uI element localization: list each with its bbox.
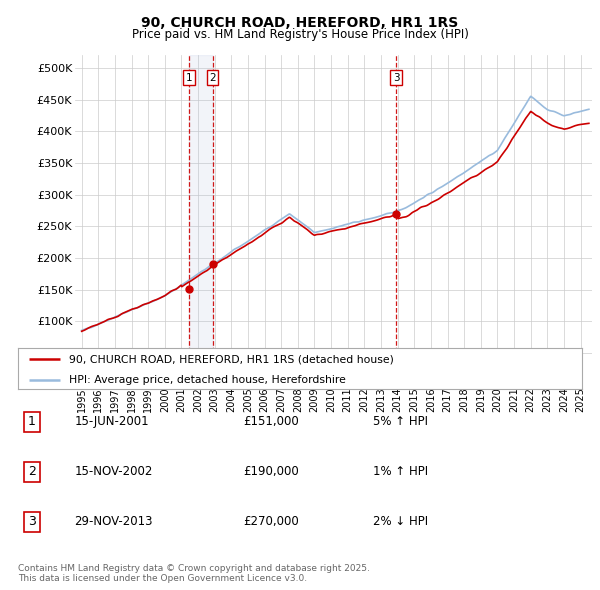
Text: £190,000: £190,000 xyxy=(244,466,299,478)
Text: 15-NOV-2002: 15-NOV-2002 xyxy=(74,466,153,478)
Text: 1: 1 xyxy=(28,415,36,428)
Text: 1: 1 xyxy=(185,73,192,83)
Text: 2: 2 xyxy=(28,466,36,478)
Text: £151,000: £151,000 xyxy=(244,415,299,428)
Text: £270,000: £270,000 xyxy=(244,516,299,529)
Text: 2: 2 xyxy=(209,73,216,83)
Text: 2% ↓ HPI: 2% ↓ HPI xyxy=(373,516,428,529)
Text: HPI: Average price, detached house, Herefordshire: HPI: Average price, detached house, Here… xyxy=(69,375,346,385)
Text: 90, CHURCH ROAD, HEREFORD, HR1 1RS: 90, CHURCH ROAD, HEREFORD, HR1 1RS xyxy=(142,16,458,30)
Text: 3: 3 xyxy=(393,73,400,83)
Text: 1% ↑ HPI: 1% ↑ HPI xyxy=(373,466,428,478)
Text: 29-NOV-2013: 29-NOV-2013 xyxy=(74,516,153,529)
Text: 15-JUN-2001: 15-JUN-2001 xyxy=(74,415,149,428)
Text: 3: 3 xyxy=(28,516,36,529)
Text: 90, CHURCH ROAD, HEREFORD, HR1 1RS (detached house): 90, CHURCH ROAD, HEREFORD, HR1 1RS (deta… xyxy=(69,354,394,364)
Text: Contains HM Land Registry data © Crown copyright and database right 2025.
This d: Contains HM Land Registry data © Crown c… xyxy=(18,563,370,583)
Text: Price paid vs. HM Land Registry's House Price Index (HPI): Price paid vs. HM Land Registry's House … xyxy=(131,28,469,41)
Text: 5% ↑ HPI: 5% ↑ HPI xyxy=(373,415,428,428)
Bar xyxy=(189,55,212,385)
